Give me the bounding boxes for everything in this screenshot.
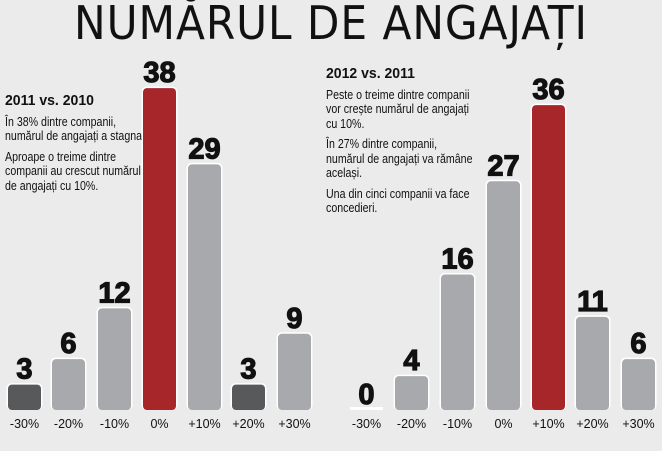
- value-label: 11: [577, 286, 608, 318]
- category-label: 0%: [494, 417, 512, 431]
- value-label: 9: [286, 303, 302, 335]
- category-label: +10%: [532, 417, 564, 431]
- category-label: +30%: [278, 417, 310, 431]
- category-label: +30%: [622, 417, 654, 431]
- note-2011: 2011 vs. 2010 În 38% dintre companii, nu…: [5, 93, 154, 199]
- bar: [8, 384, 41, 410]
- category-label: -10%: [443, 417, 472, 431]
- bar: [143, 88, 176, 410]
- category-label: +20%: [576, 417, 608, 431]
- bar: [576, 316, 609, 410]
- bar: [622, 359, 655, 410]
- bar: [278, 333, 311, 410]
- bar: [532, 105, 565, 410]
- bar: [441, 274, 474, 410]
- note-heading: 2011 vs. 2010: [5, 92, 94, 109]
- bar: [487, 181, 520, 410]
- value-label: 3: [240, 354, 256, 386]
- bar: [188, 164, 221, 410]
- note-2012: 2012 vs. 2011 Peste o treime dintre comp…: [326, 66, 475, 222]
- bar: [232, 384, 265, 410]
- note-heading: 2012 vs. 2011: [326, 65, 415, 82]
- category-label: -20%: [54, 417, 83, 431]
- value-label: 0: [358, 379, 374, 411]
- category-label: -30%: [352, 417, 381, 431]
- note-paragraph: În 27% dintre companii, numărul de angaj…: [326, 137, 473, 180]
- page-title: NUMĂRUL DE ANGAJAȚI: [74, 0, 588, 50]
- bar: [395, 376, 428, 410]
- value-label: 12: [98, 277, 130, 309]
- note-paragraph: Aproape o treime dintre companii au cres…: [5, 149, 141, 193]
- value-label: 27: [487, 150, 519, 182]
- value-label: 6: [630, 328, 646, 360]
- bar: [98, 308, 131, 410]
- bar: [350, 407, 383, 410]
- value-label: 29: [188, 133, 220, 165]
- value-label: 38: [143, 57, 175, 89]
- value-label: 16: [441, 243, 473, 275]
- value-label: 4: [403, 345, 419, 377]
- category-label: -10%: [100, 417, 129, 431]
- category-label: -20%: [397, 417, 426, 431]
- value-label: 3: [16, 354, 32, 386]
- category-label: +10%: [188, 417, 220, 431]
- note-paragraph: Una din cinci companii va face concedier…: [326, 186, 470, 216]
- category-label: -30%: [10, 417, 39, 431]
- category-label: +20%: [232, 417, 264, 431]
- value-label: 6: [60, 328, 76, 360]
- note-paragraph: În 38% dintre companii, numărul de angaj…: [5, 114, 148, 144]
- note-paragraph: Peste o treime dintre companii vor creșt…: [326, 87, 470, 131]
- category-label: 0%: [150, 417, 168, 431]
- value-label: 36: [532, 74, 564, 106]
- bar: [52, 359, 85, 410]
